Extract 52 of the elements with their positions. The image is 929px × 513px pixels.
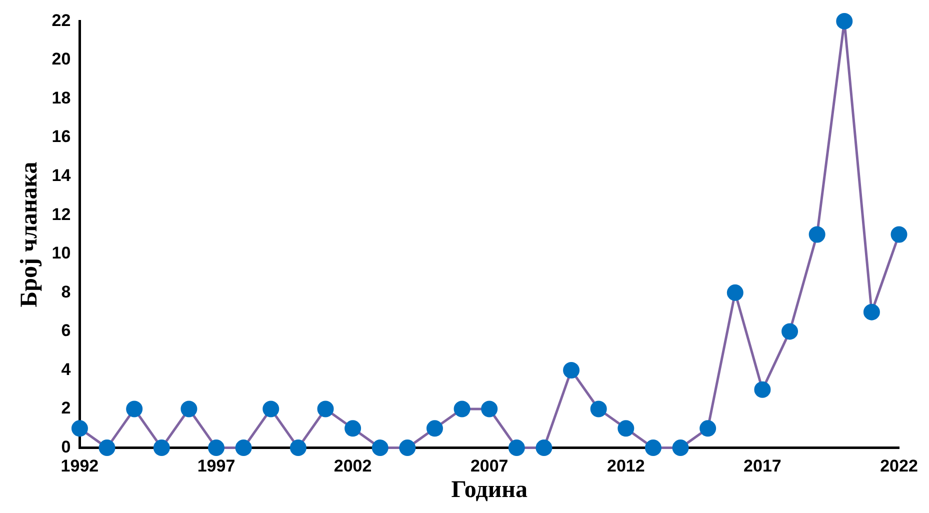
point — [481, 400, 498, 418]
y-tick-label: 22 — [52, 10, 71, 30]
point — [782, 323, 798, 340]
point — [536, 440, 552, 456]
point — [454, 400, 470, 418]
y-tick-label: 18 — [52, 88, 71, 108]
x-axis-title: Година — [451, 476, 528, 503]
x-tick-label: 2007 — [470, 456, 508, 476]
y-tick-label: 8 — [61, 282, 71, 302]
x-tick-label: 2017 — [744, 456, 782, 476]
point — [808, 226, 826, 243]
point — [618, 420, 634, 437]
point — [208, 440, 225, 456]
point — [126, 400, 143, 418]
point — [344, 420, 362, 437]
point — [508, 440, 525, 456]
y-tick-label: 16 — [52, 127, 71, 146]
point — [262, 400, 280, 418]
point — [890, 226, 908, 243]
point — [317, 400, 334, 418]
y-tick-label: 2 — [61, 398, 71, 418]
x-tick-label: 1992 — [60, 456, 99, 476]
point — [399, 440, 416, 456]
point — [153, 440, 170, 456]
y-tick-label: 6 — [61, 321, 71, 340]
point — [71, 420, 88, 437]
point — [863, 304, 880, 320]
point — [672, 440, 689, 456]
y-tick-label: 12 — [52, 204, 71, 224]
x-tick-label: 2012 — [606, 456, 645, 476]
x-tick-label: 2002 — [334, 456, 372, 476]
point — [726, 284, 744, 301]
y-tick-label: 10 — [52, 244, 71, 263]
y-tick-label: 4 — [61, 360, 72, 379]
point — [754, 381, 771, 398]
x-tick-label: 1997 — [197, 456, 236, 476]
point — [290, 440, 306, 456]
point — [180, 400, 198, 418]
y-tick-label: 0 — [61, 437, 71, 456]
x-tick-label: 2022 — [880, 456, 918, 476]
y-axis-title: Број чланака — [16, 162, 43, 308]
point — [590, 400, 607, 418]
point — [98, 440, 116, 456]
y-tick-label: 20 — [52, 50, 71, 69]
point — [563, 362, 580, 378]
point — [235, 440, 252, 456]
point — [426, 420, 443, 437]
point — [700, 420, 716, 437]
point — [372, 440, 388, 456]
point — [644, 440, 662, 456]
y-tick-label: 14 — [52, 166, 72, 186]
point — [836, 12, 853, 30]
